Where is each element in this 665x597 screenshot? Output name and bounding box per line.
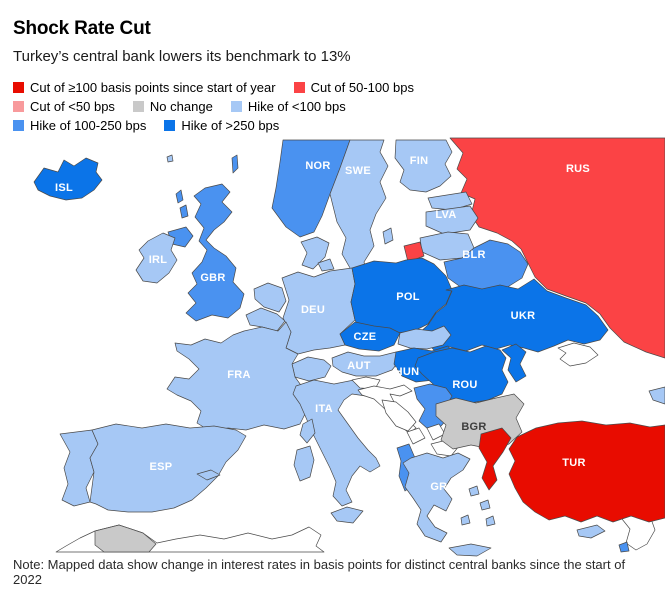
map-label-ITA: ITA xyxy=(315,403,333,415)
map-label-CZE: CZE xyxy=(354,331,377,343)
map-label-BGR: BGR xyxy=(461,421,486,433)
chart-legend: Cut of ≥100 basis points since start of … xyxy=(13,78,658,135)
map-label-DEU: DEU xyxy=(301,304,325,316)
legend-item-cut_lt50: Cut of <50 bps xyxy=(13,99,115,114)
legend-row: Cut of <50 bps No change Hike of <100 bps xyxy=(13,97,658,116)
map-label-GRC: GRC xyxy=(430,481,455,493)
map-label-GBR: GBR xyxy=(200,272,225,284)
country-great-britain xyxy=(185,183,245,322)
country-turkey-thrace xyxy=(478,427,512,491)
legend-row: Cut of ≥100 basis points since start of … xyxy=(13,78,658,97)
country-poland xyxy=(350,257,453,334)
chart-note: Note: Mapped data show change in interes… xyxy=(13,557,626,588)
legend-item-hike_100_250: Hike of 100-250 bps xyxy=(13,118,146,133)
country-montenegro xyxy=(406,427,426,445)
legend-label: Hike of <100 bps xyxy=(247,99,346,114)
country-hebrides-2 xyxy=(179,204,189,219)
country-aegean-island-2 xyxy=(479,499,491,511)
map-label-BLR: BLR xyxy=(462,249,486,261)
map-label-ESP: ESP xyxy=(150,461,173,473)
country-czechia xyxy=(339,321,401,352)
map-label-POL: POL xyxy=(396,291,420,303)
legend-item-cut_50_100: Cut of 50-100 bps xyxy=(293,80,414,95)
legend-item-no_change: No change xyxy=(132,99,213,114)
country-aegean-island-1 xyxy=(468,485,480,497)
map-label-FIN: FIN xyxy=(410,155,429,167)
legend-label: Cut of 50-100 bps xyxy=(310,80,414,95)
map-label-ROU: ROU xyxy=(452,379,477,391)
country-balearics xyxy=(196,469,221,481)
country-aegean-island-4 xyxy=(485,515,496,527)
country-netherlands xyxy=(253,282,287,313)
country-sardinia xyxy=(293,445,315,482)
country-hebrides-1 xyxy=(175,189,184,204)
chart-title: Shock Rate Cut xyxy=(13,18,151,39)
legend-item-hike_gt250: Hike of >250 bps xyxy=(164,118,279,133)
legend-item-cut_ge100: Cut of ≥100 basis points since start of … xyxy=(13,80,276,95)
legend-swatch-no_change xyxy=(132,101,144,112)
country-morocco xyxy=(94,524,157,553)
legend-swatch-hike_gt250 xyxy=(164,120,176,131)
country-latvia xyxy=(425,205,479,235)
legend-swatch-hike_100_250 xyxy=(13,120,24,131)
country-turkey xyxy=(508,420,665,523)
map-label-FRA: FRA xyxy=(227,369,251,381)
country-greece xyxy=(402,452,471,543)
legend-label: Cut of <50 bps xyxy=(30,99,115,114)
country-corsica xyxy=(299,418,316,444)
map-label-RUS: RUS xyxy=(566,163,590,175)
map-label-AUT: AUT xyxy=(347,360,371,372)
legend-label: No change xyxy=(149,99,213,114)
map-countries xyxy=(33,137,665,557)
legend-label: Hike of 100-250 bps xyxy=(30,118,147,133)
country-italy xyxy=(292,379,381,507)
map-label-SWE: SWE xyxy=(345,165,371,177)
legend-swatch-cut_50_100 xyxy=(293,82,305,93)
legend-row: Hike of 100-250 bps Hike of >250 bps xyxy=(13,116,658,135)
country-faroe xyxy=(166,154,174,163)
country-spain xyxy=(89,423,247,513)
country-slovakia xyxy=(397,325,452,350)
country-gotland xyxy=(382,227,394,245)
chart-subtitle: Turkey’s central bank lowers its benchma… xyxy=(13,48,351,65)
country-switzerland xyxy=(291,356,332,382)
map-label-NOR: NOR xyxy=(305,160,330,172)
legend-label: Cut of ≥100 basis points since start of … xyxy=(30,80,276,95)
legend-label: Hike of >250 bps xyxy=(181,118,280,133)
legend-swatch-hike_lt100 xyxy=(230,101,242,112)
country-georgia xyxy=(648,386,665,405)
map-label-UKR: UKR xyxy=(511,310,536,322)
country-belgium xyxy=(245,307,286,332)
legend-swatch-cut_ge100 xyxy=(13,82,24,93)
map-country-labels: ISL NOR SWE FIN LVA IRL GBR DEU POL BLR RUS CZE AUT H… xyxy=(55,155,590,493)
country-iceland xyxy=(33,157,103,201)
legend-swatch-cut_lt50 xyxy=(13,101,24,112)
country-shetland xyxy=(231,154,239,174)
country-finland xyxy=(394,139,453,193)
map-label-IRL: IRL xyxy=(149,254,168,266)
chart-header: Shock Rate Cut Turkey’s central bank low… xyxy=(13,0,658,65)
country-crete xyxy=(448,543,492,557)
map-label-TUR: TUR xyxy=(562,457,586,469)
map-label-LVA: LVA xyxy=(435,209,456,221)
country-sicily xyxy=(330,506,364,524)
map-label-ISL: ISL xyxy=(55,182,73,194)
legend-item-hike_lt100: Hike of <100 bps xyxy=(230,99,346,114)
country-cyprus xyxy=(576,524,606,539)
country-bosnia xyxy=(381,399,417,432)
map-label-HUN: HUN xyxy=(395,366,420,378)
country-moldova xyxy=(501,343,527,383)
country-ireland xyxy=(135,232,178,284)
country-russia xyxy=(449,137,665,359)
country-kaliningrad xyxy=(403,241,425,263)
country-aegean-island-3 xyxy=(460,514,471,526)
country-crimea xyxy=(557,342,599,367)
country-denmark-isles xyxy=(317,258,335,272)
country-israel xyxy=(618,541,630,553)
